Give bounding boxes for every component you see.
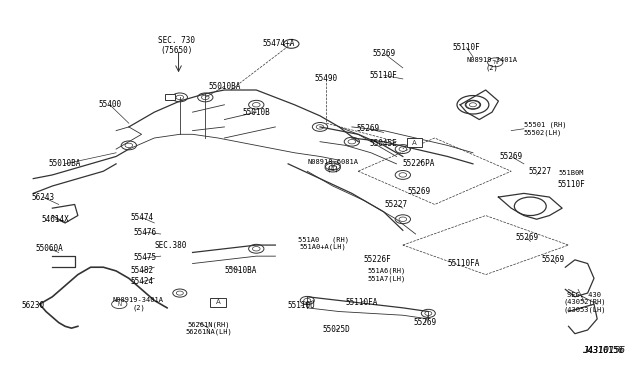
Text: 55226F: 55226F [364,255,391,264]
Text: N08919-3401A
(2): N08919-3401A (2) [467,57,518,71]
Text: 55010BA: 55010BA [224,266,257,275]
Text: 55475: 55475 [133,253,156,263]
Text: 55269: 55269 [356,124,380,133]
Text: 55060A: 55060A [35,244,63,253]
Text: 55010B: 55010B [243,108,270,117]
Text: 55501 (RH)
55502(LH): 55501 (RH) 55502(LH) [524,122,566,136]
Text: SEC.380: SEC.380 [154,241,186,250]
Text: 56243: 56243 [31,193,54,202]
Text: 55110U: 55110U [287,301,315,311]
Text: 54614X: 54614X [42,215,69,224]
Text: 55010BA: 55010BA [208,82,241,91]
Text: N08919-3401A
(2): N08919-3401A (2) [113,297,164,311]
Text: 55400: 55400 [98,100,121,109]
Text: A: A [216,299,220,305]
Text: 55482: 55482 [130,266,153,275]
Text: 55110F: 55110F [558,180,586,189]
Bar [165,94,175,100]
Text: 55269: 55269 [413,318,436,327]
Text: 55227: 55227 [528,167,552,176]
Text: 55269: 55269 [541,255,564,264]
Text: SEC. 430
(43052(RH)
(43053(LH): SEC. 430 (43052(RH) (43053(LH) [563,292,605,313]
Text: J4310156: J4310156 [582,346,625,355]
Text: 56230: 56230 [22,301,45,311]
Text: 55025D: 55025D [322,326,350,334]
Text: 55110F: 55110F [452,43,481,52]
Text: SEC. 730
(75650): SEC. 730 (75650) [158,36,195,55]
Bar [406,138,422,147]
Text: 55424: 55424 [130,278,153,286]
Text: 55010BA: 55010BA [49,159,81,169]
Text: N: N [331,163,335,168]
Text: A: A [410,139,415,148]
Text: 551B0M: 551B0M [559,170,584,176]
Text: 56261N(RH)
56261NA(LH): 56261N(RH) 56261NA(LH) [185,321,232,335]
Text: 55110F: 55110F [370,71,397,80]
Text: A: A [216,298,220,307]
Text: 55226PA: 55226PA [403,159,435,169]
Text: 55476: 55476 [133,228,156,237]
Text: 55110FA: 55110FA [447,259,479,268]
Text: J4310156: J4310156 [584,346,623,355]
Text: 55269: 55269 [516,233,539,242]
Text: A: A [412,140,417,146]
Text: 55474+A: 55474+A [262,39,295,48]
Text: 551A0   (RH)
551A0+A(LH): 551A0 (RH) 551A0+A(LH) [298,236,349,250]
Text: 551A6(RH)
551A7(LH): 551A6(RH) 551A7(LH) [368,267,406,282]
Text: 55474: 55474 [130,213,153,222]
Text: 55269: 55269 [372,49,396,58]
Text: N: N [493,60,497,65]
Text: 55490: 55490 [315,74,338,83]
Text: 55227: 55227 [385,200,408,209]
Text: 55269: 55269 [407,187,430,196]
Bar [211,298,226,307]
Text: 55045E: 55045E [370,139,397,148]
Text: N08918-6081A
(4): N08918-6081A (4) [307,159,358,173]
Text: 55110FA: 55110FA [345,298,378,307]
Text: 55269: 55269 [500,152,523,161]
Text: N: N [117,302,122,307]
